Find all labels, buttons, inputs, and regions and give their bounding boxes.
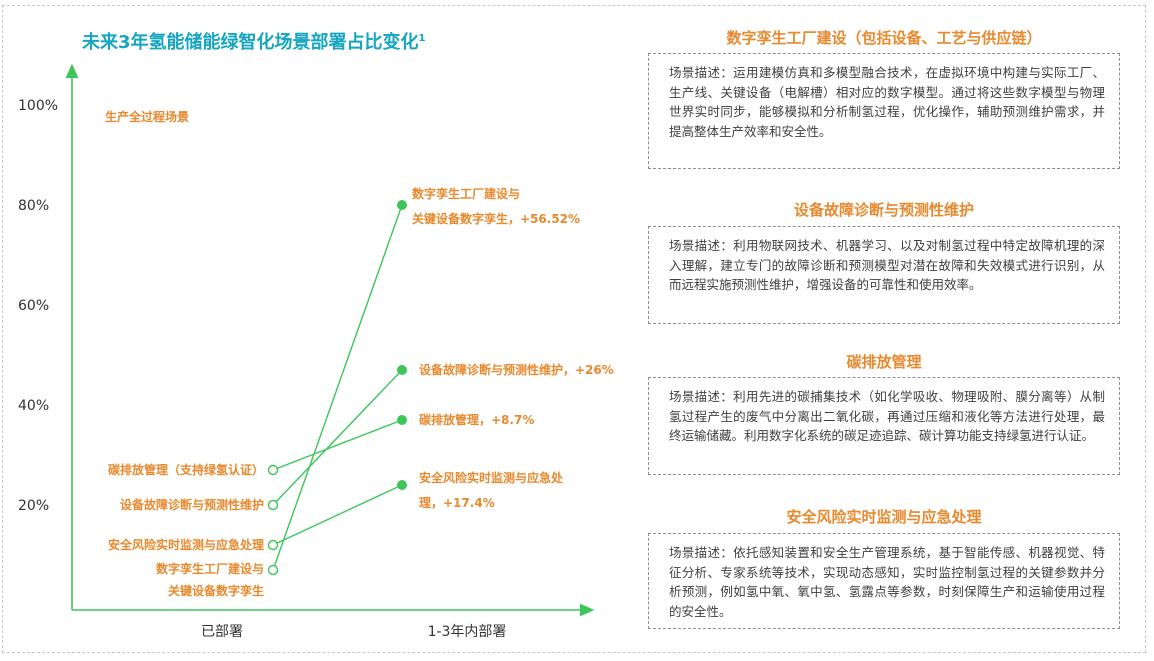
y-tick-label: 80% <box>18 198 49 214</box>
scenario-description-safety: 场景描述：依托感知装置和安全生产管理系统，基于智能传感、机器视觉、特征分析、专家… <box>669 545 1105 619</box>
end-label-diagnosis: 设备故障诊断与预测性维护，+26% <box>419 362 614 377</box>
start-point-safety <box>267 539 279 551</box>
start-label-diagnosis: 设备故障诊断与预测性维护 <box>120 497 264 512</box>
scenario-description-carbon: 场景描述：利用先进的碳捕集技术（如化学吸收、物理吸附、膜分离等）从制氢过程产生的… <box>669 389 1105 443</box>
start-point-diagnosis <box>267 499 279 511</box>
series-line-carbon <box>272 419 403 471</box>
figure-frame <box>2 5 1146 653</box>
scenario-heading-safety: 安全风险实时监测与应急处理 <box>786 508 982 526</box>
end-label-twin: 数字孪生工厂建设与 <box>412 186 520 201</box>
series-line-twin <box>272 204 403 571</box>
end-point-twin <box>397 200 407 210</box>
axis-annotation: 生产全过程场景 <box>105 109 189 124</box>
scenario-box-twin: 场景描述：运用建模仿真和多模型融合技术，在虚拟环境中构建与实际工厂、生产线、关键… <box>648 53 1120 169</box>
end-label-safety: 安全风险实时监测与应急处 <box>419 470 564 485</box>
x-tick-label: 已部署 <box>201 624 243 640</box>
start-label-carbon: 碳排放管理（支持绿氢认证） <box>108 462 264 477</box>
title-footnote-marker: 1 <box>418 33 426 44</box>
end-label-safety: 理，+17.4% <box>419 496 495 510</box>
scenario-heading-diagnosis: 设备故障诊断与预测性维护 <box>793 201 974 219</box>
start-point-carbon <box>267 464 279 476</box>
start-label-twin: 关键设备数字孪生 <box>168 583 264 598</box>
series-line-diagnosis <box>272 369 403 506</box>
scenario-box-carbon: 场景描述：利用先进的碳捕集技术（如化学吸收、物理吸附、膜分离等）从制氢过程产生的… <box>648 377 1120 475</box>
scenario-box-safety: 场景描述：依托感知装置和安全生产管理系统，基于智能传感、机器视觉、特征分析、专家… <box>648 533 1120 629</box>
start-point-twin <box>267 564 279 576</box>
y-tick-label: 60% <box>18 298 49 314</box>
end-point-diagnosis <box>397 365 407 375</box>
scenario-description-diagnosis: 场景描述：利用物联网技术、机器学习、以及对制氢过程中特定故障机理的深入理解，建立… <box>669 238 1105 292</box>
start-label-twin: 数字孪生工厂建设与 <box>156 561 264 576</box>
end-label-twin: 关键设备数字孪生，+56.52% <box>412 211 580 226</box>
scenario-heading-twin: 数字孪生工厂建设（包括设备、工艺与供应链） <box>726 29 1042 47</box>
series-line-safety <box>272 484 403 546</box>
end-point-safety <box>397 480 407 490</box>
chart-title-text: 未来3年氢能储能绿智化场景部署占比变化 <box>82 32 419 53</box>
scenario-box-diagnosis: 场景描述：利用物联网技术、机器学习、以及对制氢过程中特定故障机理的深入理解，建立… <box>648 226 1120 324</box>
y-tick-label: 40% <box>18 398 49 414</box>
end-label-carbon: 碳排放管理，+8.7% <box>419 412 534 427</box>
start-label-safety: 安全风险实时监测与应急处理 <box>108 537 264 552</box>
y-tick-label: 100% <box>18 98 58 114</box>
chart-title: 未来3年氢能储能绿智化场景部署占比变化1 <box>82 28 426 54</box>
end-point-carbon <box>397 415 407 425</box>
y-tick-label: 20% <box>18 498 49 514</box>
scenario-description-twin: 场景描述：运用建模仿真和多模型融合技术，在虚拟环境中构建与实际工厂、生产线、关键… <box>669 65 1105 139</box>
x-tick-label: 1-3年内部署 <box>428 624 507 640</box>
scenario-heading-carbon: 碳排放管理 <box>846 353 922 371</box>
